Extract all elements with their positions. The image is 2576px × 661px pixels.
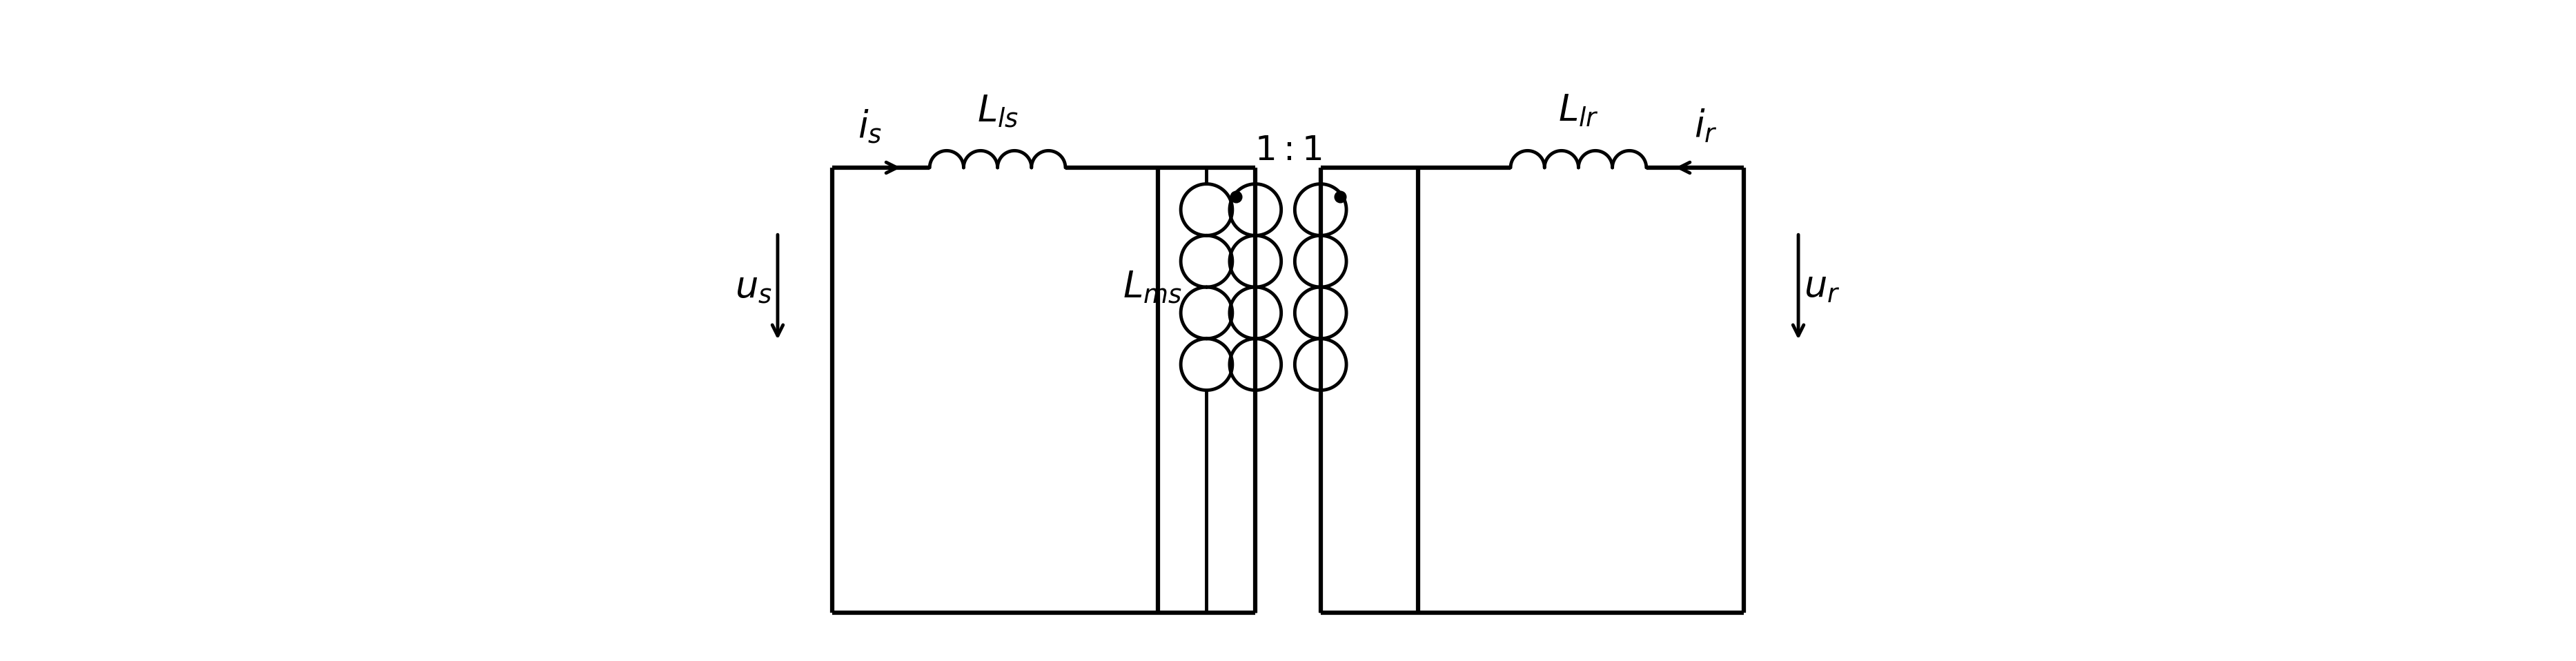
Text: $L_{ms}$: $L_{ms}$ — [1123, 270, 1182, 305]
Text: $i_s$: $i_s$ — [858, 108, 881, 145]
Text: $i_r$: $i_r$ — [1695, 108, 1718, 145]
Text: $u_r$: $u_r$ — [1803, 270, 1839, 305]
Text: $L_{lr}$: $L_{lr}$ — [1558, 94, 1600, 129]
Text: $1{:}1$: $1{:}1$ — [1255, 134, 1321, 168]
Text: $u_s$: $u_s$ — [734, 270, 773, 305]
Text: $L_{ls}$: $L_{ls}$ — [976, 93, 1018, 129]
